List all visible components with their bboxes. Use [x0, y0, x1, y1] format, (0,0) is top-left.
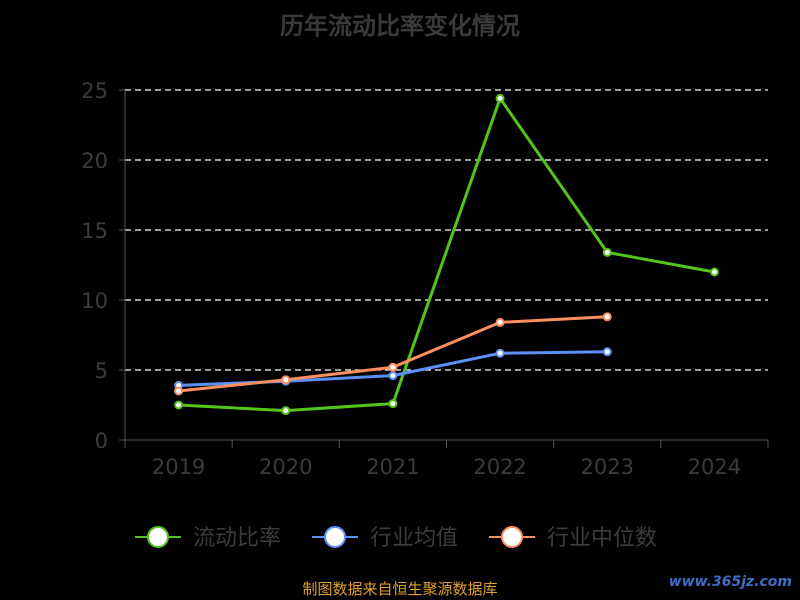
watermark: www.365jz.com	[668, 574, 792, 590]
data-point	[281, 406, 291, 416]
legend-marker	[501, 526, 523, 548]
legend: 流动比率 行业均值 行业中位数	[135, 526, 657, 551]
y-tick-label: 5	[95, 359, 108, 383]
data-point	[495, 93, 505, 103]
y-tick-label: 10	[81, 289, 108, 313]
x-tick-label: 2023	[581, 455, 634, 479]
data-point	[602, 347, 612, 357]
axes: 0 5 10 15 20 25 2019 2020 2021 2022 2023 2024	[81, 79, 769, 479]
data-point	[495, 317, 505, 327]
x-tick-label: 2021	[366, 455, 419, 479]
y-tick-label: 15	[81, 219, 108, 243]
legend-label: 行业均值	[370, 526, 458, 551]
grid-lines	[125, 89, 768, 371]
x-tick-label: 2024	[688, 455, 741, 479]
data-point	[388, 399, 398, 409]
data-point	[709, 267, 719, 277]
data-point	[388, 362, 398, 372]
x-tick-label: 2020	[259, 455, 312, 479]
y-tick-label: 20	[81, 149, 108, 173]
legend-marker	[324, 526, 346, 548]
legend-label: 行业中位数	[547, 526, 657, 551]
legend-label: 流动比率	[193, 526, 281, 551]
data-point	[495, 348, 505, 358]
data-point	[388, 371, 398, 381]
x-tick-label: 2019	[152, 455, 205, 479]
data-point	[602, 247, 612, 257]
source-note: 制图数据来自恒生聚源数据库	[302, 580, 498, 598]
series-lines	[174, 93, 719, 416]
x-tick-label: 2022	[473, 455, 526, 479]
legend-marker	[147, 526, 169, 548]
series-line	[178, 96, 715, 413]
chart-title: 历年流动比率变化情况	[280, 12, 520, 40]
y-tick-label: 0	[95, 429, 108, 453]
data-point	[174, 400, 184, 410]
data-point	[174, 386, 184, 396]
data-point	[602, 312, 612, 322]
y-tick-label: 25	[81, 79, 108, 103]
data-point	[281, 375, 291, 385]
